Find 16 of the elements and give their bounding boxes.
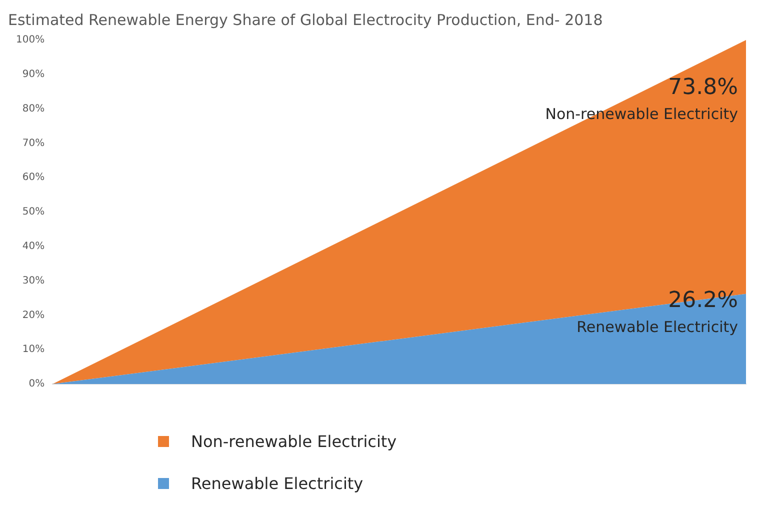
data-label: 73.8% (668, 75, 738, 100)
y-tick-label: 10% (22, 344, 45, 356)
y-tick-label: 70% (22, 138, 45, 149)
y-tick-label: 40% (22, 240, 45, 252)
y-tick-label: 60% (22, 172, 45, 184)
y-tick-label: 50% (22, 206, 45, 218)
y-tick-label: 100% (16, 34, 45, 46)
y-tick-label: 90% (22, 68, 45, 80)
y-tick-label: 0% (28, 378, 45, 390)
legend-label: Renewable Electricity (191, 474, 364, 492)
chart-title: Estimated Renewable Energy Share of Global Electrocity Production, End- 2018 (8, 10, 603, 29)
y-tick-label: 30% (22, 275, 45, 286)
y-tick-label: 80% (22, 103, 45, 114)
legend-label: Non-renewable Electricity (191, 432, 397, 450)
y-tick-label: 20% (22, 310, 45, 321)
text: Renewable Electricity (576, 318, 738, 336)
